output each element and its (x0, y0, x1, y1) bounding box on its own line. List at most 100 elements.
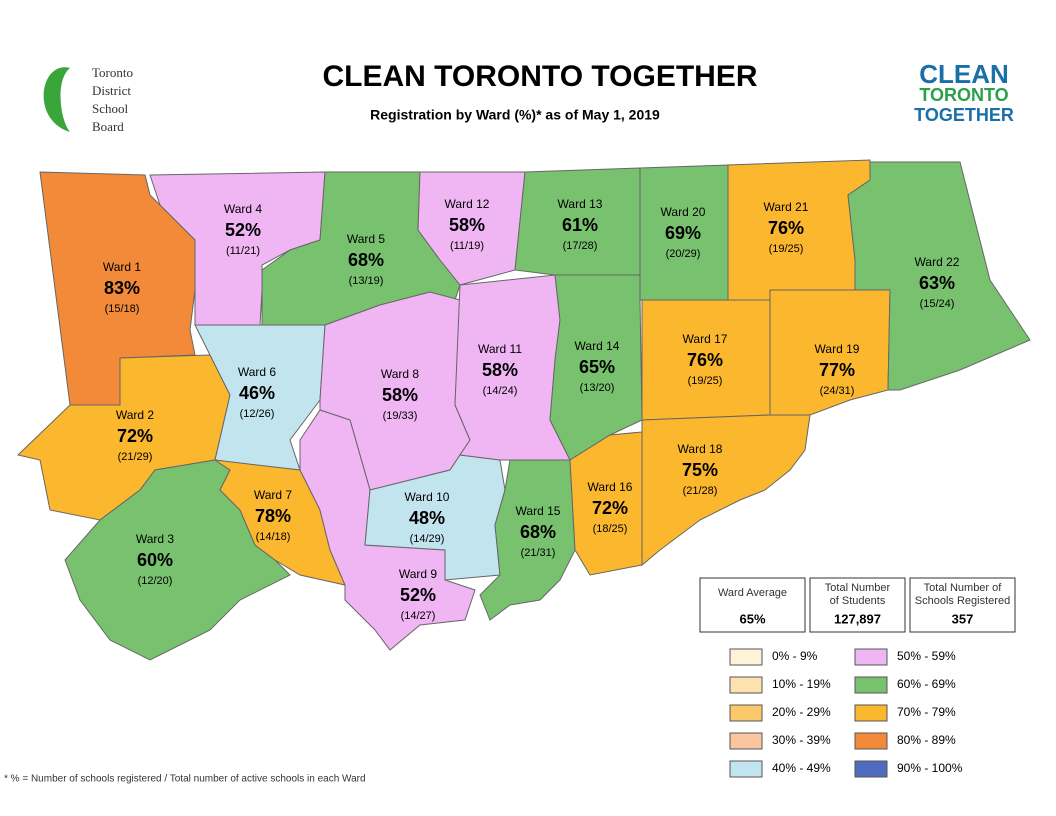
ward-name: Ward 8 (381, 367, 420, 381)
ward-name: Ward 21 (764, 200, 809, 214)
summary-value: 357 (952, 611, 974, 626)
ward-fraction: (11/19) (450, 240, 484, 252)
logo-text: CLEAN (919, 59, 1009, 89)
ward-fraction: (13/19) (349, 275, 384, 287)
ward-name: Ward 17 (683, 332, 728, 346)
ward-name: Ward 20 (661, 205, 706, 219)
ward-fraction: (19/25) (688, 375, 723, 387)
ward-name: Ward 6 (238, 365, 277, 379)
legend-label: 60% - 69% (897, 677, 956, 691)
legend-label: 10% - 19% (772, 677, 831, 691)
legend-label: 20% - 29% (772, 705, 831, 719)
ward-fraction: (14/27) (401, 610, 436, 622)
ward-percent: 61% (562, 215, 598, 235)
legend-label: 90% - 100% (897, 761, 963, 775)
legend-swatch (854, 676, 888, 694)
ward-fraction: (15/18) (105, 303, 140, 315)
summary-label: Schools Registered (915, 595, 1010, 607)
title: CLEAN TORONTO TOGETHER (322, 60, 757, 93)
ward-fraction: (14/18) (256, 531, 291, 543)
summary-label: Total Number (825, 582, 891, 594)
summary-box (699, 577, 806, 633)
legend-swatch (854, 648, 888, 666)
ward-name: Ward 19 (815, 342, 860, 356)
ward-percent: 78% (255, 506, 291, 526)
ward-percent: 63% (919, 273, 955, 293)
ward-name: Ward 9 (399, 567, 438, 581)
subtitle: Registration by Ward (%)* as of May 1, 2… (370, 107, 660, 123)
logo-text: TORONTO (919, 85, 1008, 105)
ward-area (641, 414, 811, 567)
ward-percent: 68% (348, 250, 384, 270)
summary-value: 65% (739, 611, 765, 626)
ward-name: Ward 1 (103, 260, 142, 274)
ward-percent: 65% (579, 357, 615, 377)
ward-percent: 83% (104, 278, 140, 298)
ward-percent: 76% (687, 350, 723, 370)
ward-name: Ward 11 (478, 342, 522, 356)
logo-apple (43, 67, 70, 132)
legend-label: 70% - 79% (897, 705, 956, 719)
summary-label: Total Number of (924, 582, 1003, 594)
legend-swatch (729, 760, 763, 778)
ward-fraction: (24/31) (820, 385, 855, 397)
ward-name: Ward 15 (516, 504, 561, 518)
ward-percent: 58% (482, 360, 518, 380)
legend-swatch (729, 648, 763, 666)
ward-fraction: (17/28) (563, 240, 598, 252)
ward-fraction: (12/20) (138, 575, 173, 587)
ward-fraction: (13/20) (580, 382, 615, 394)
ward-name: Ward 7 (254, 488, 293, 502)
ward-fraction: (21/29) (118, 451, 153, 463)
ward-name: Ward 3 (136, 532, 175, 546)
legend-swatch (729, 732, 763, 750)
ward-fraction: (19/25) (769, 243, 804, 255)
legend-label: 30% - 39% (772, 733, 831, 747)
ward-fraction: (14/24) (483, 385, 518, 397)
ward-name: Ward 2 (116, 408, 155, 422)
legend-label: 80% - 89% (897, 733, 956, 747)
ward-percent: 52% (400, 585, 436, 605)
ward-area (847, 161, 1031, 391)
ward-percent: 58% (382, 385, 418, 405)
ward-percent: 60% (137, 550, 173, 570)
ward-name: Ward 18 (678, 442, 723, 456)
ward-percent: 72% (117, 426, 153, 446)
summary-label: of Students (830, 595, 886, 607)
legend-swatch (854, 732, 888, 750)
footnote: * % = Number of schools registered / Tot… (4, 774, 366, 785)
ward-name: Ward 5 (347, 232, 386, 246)
ward-percent: 52% (225, 220, 261, 240)
summary-box (809, 577, 906, 633)
summary-label: Ward Average (718, 587, 787, 599)
ward-percent: 77% (819, 360, 855, 380)
legend-label: 50% - 59% (897, 649, 956, 663)
ward-fraction: (14/29) (410, 533, 445, 545)
legend-swatch (729, 676, 763, 694)
legend-swatch (854, 704, 888, 722)
ward-percent: 69% (665, 223, 701, 243)
logo-text: School (92, 101, 129, 116)
logo-text: Toronto (92, 65, 133, 80)
ward-fraction: (21/31) (521, 547, 556, 559)
ward-name: Ward 4 (224, 202, 263, 216)
ward-name: Ward 12 (445, 197, 490, 211)
logo-text: Board (92, 119, 124, 134)
logo-text: TOGETHER (914, 105, 1014, 125)
ward-fraction: (18/25) (593, 523, 628, 535)
ward-area (299, 409, 476, 651)
ward-fraction: (21/28) (683, 485, 718, 497)
legend-swatch (729, 704, 763, 722)
ward-name: Ward 10 (405, 490, 450, 504)
ward-percent: 72% (592, 498, 628, 518)
ward-fraction: (12/26) (240, 408, 275, 420)
ward-percent: 76% (768, 218, 804, 238)
summary-box (909, 577, 1016, 633)
ward-name: Ward 16 (588, 480, 633, 494)
ward-percent: 46% (239, 383, 275, 403)
ward-name: Ward 22 (915, 255, 960, 269)
ward-percent: 48% (409, 508, 445, 528)
legend-swatch (854, 760, 888, 778)
